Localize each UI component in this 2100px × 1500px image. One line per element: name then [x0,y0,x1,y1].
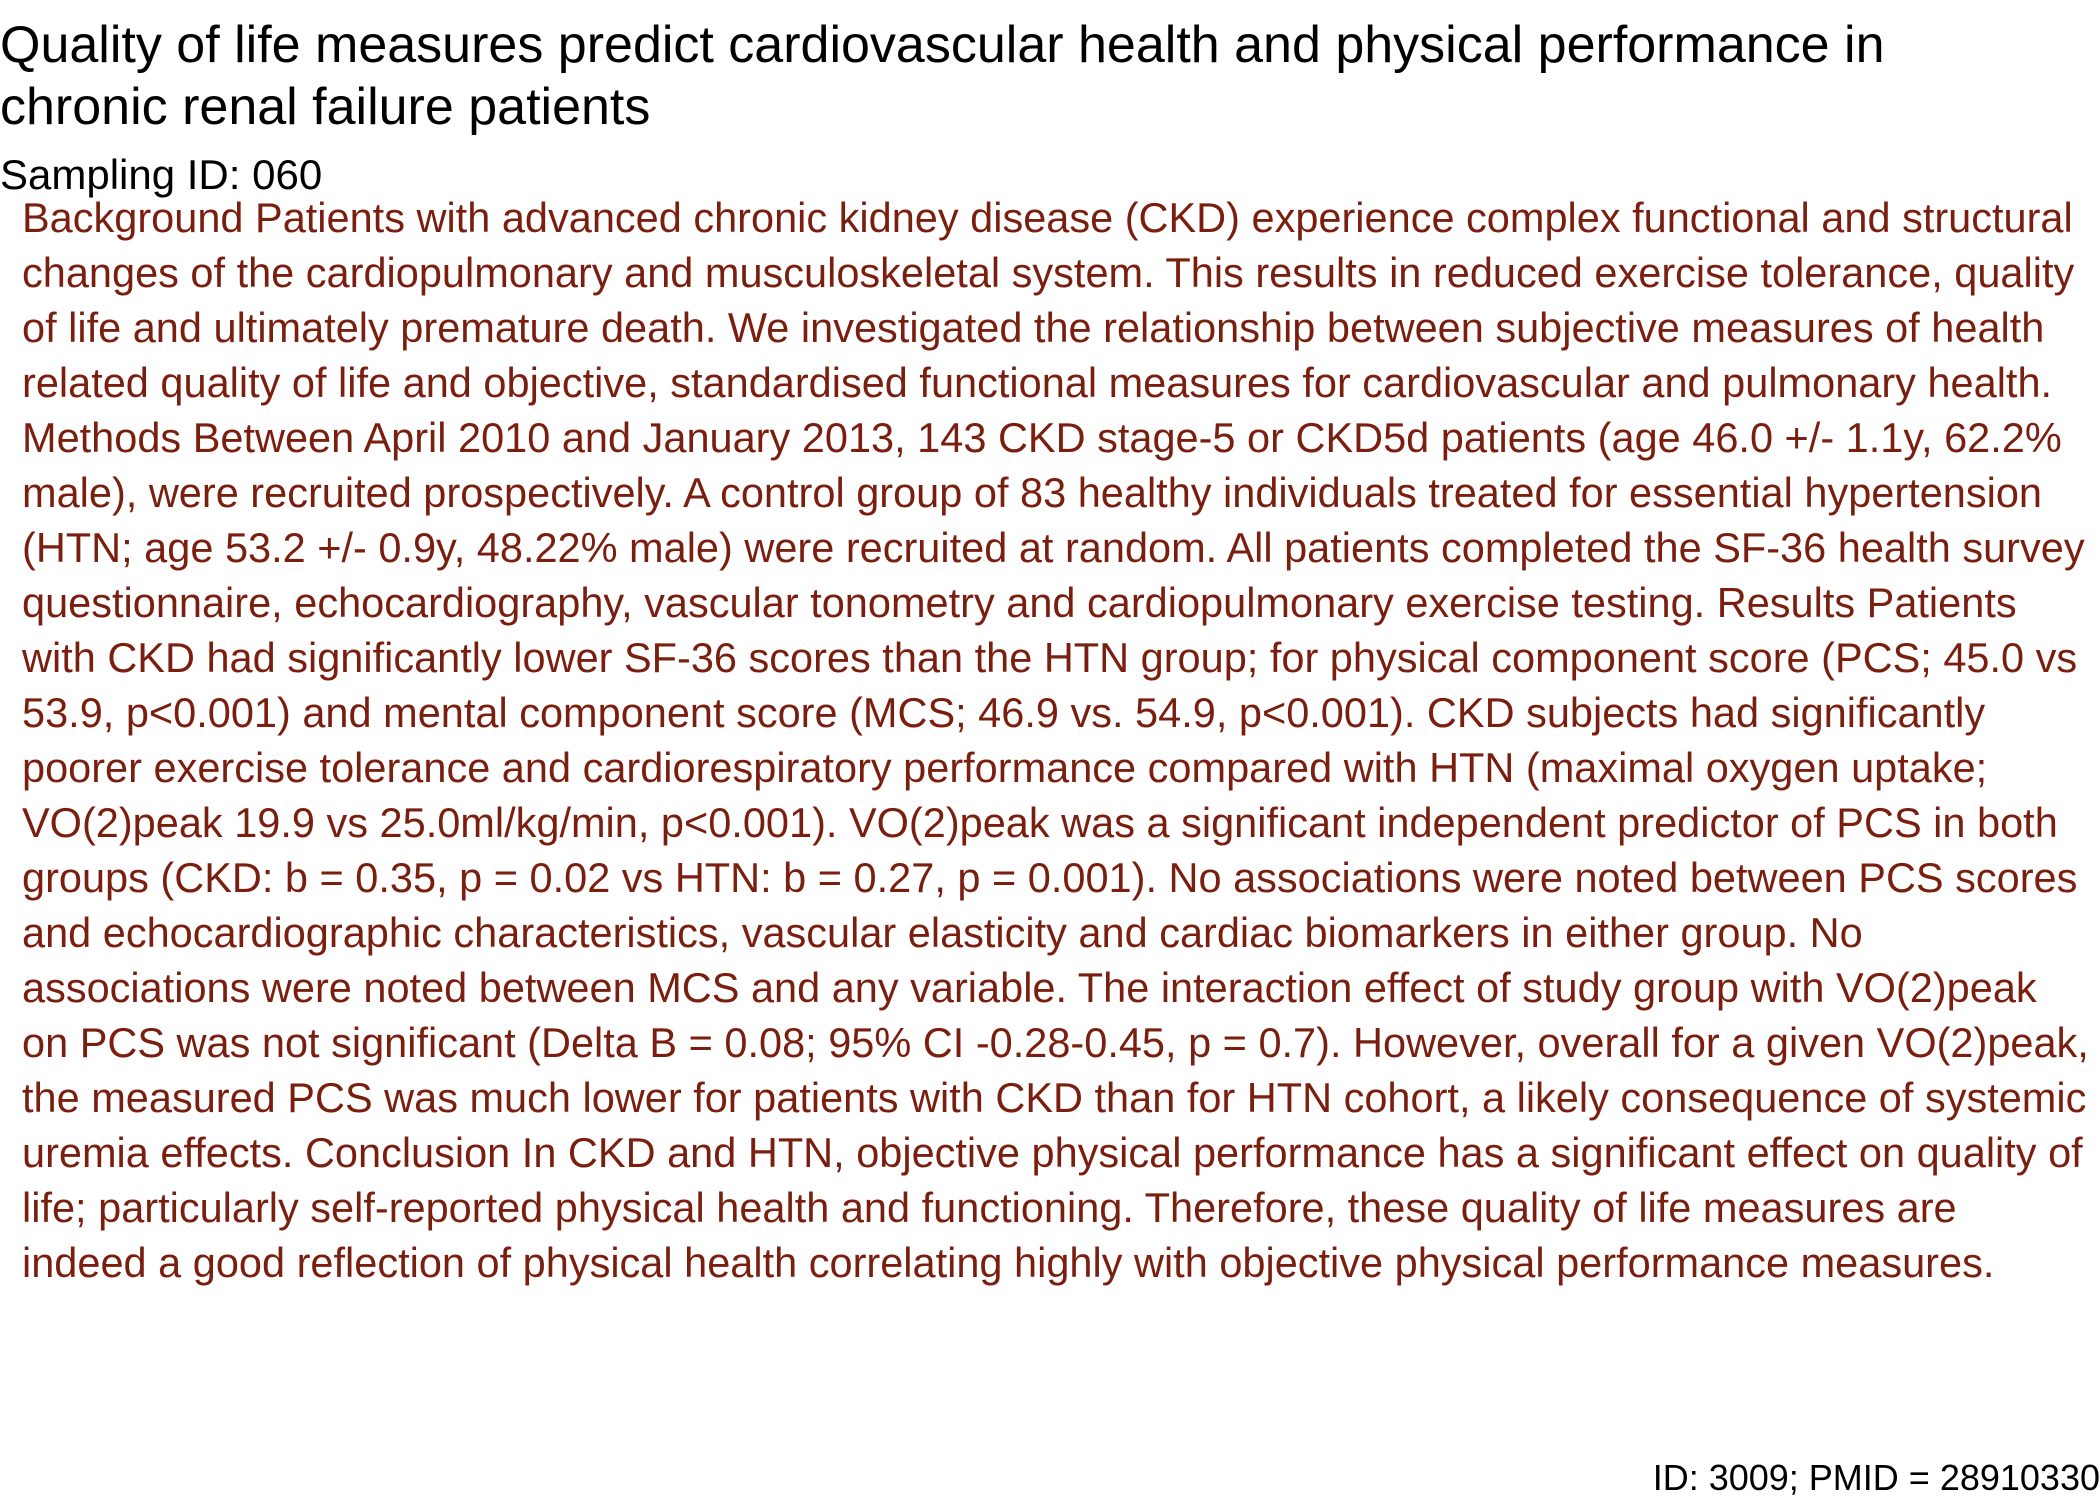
sampling-id: Sampling ID: 060 [0,151,323,198]
abstract-container: Background Patients with advanced chroni… [22,197,2092,1442]
abstract-text: Background Patients with advanced chroni… [22,197,2089,1286]
footer-id: ID: 3009; PMID = 28910330 [1652,1457,2100,1498]
document-title: Quality of life measures predict cardiov… [0,16,1885,136]
